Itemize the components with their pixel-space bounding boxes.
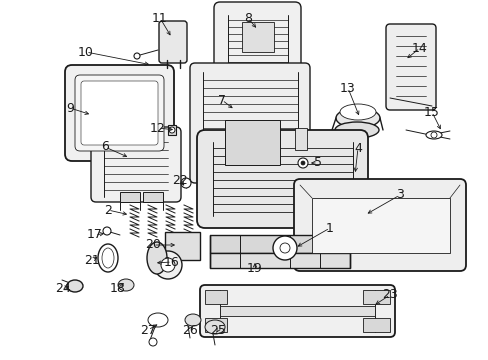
FancyBboxPatch shape — [197, 130, 367, 228]
FancyBboxPatch shape — [385, 24, 435, 110]
FancyBboxPatch shape — [293, 179, 465, 271]
Text: 27: 27 — [140, 324, 156, 337]
Bar — [204, 290, 226, 304]
Ellipse shape — [98, 244, 118, 272]
Text: 2: 2 — [104, 203, 112, 216]
Text: 24: 24 — [55, 282, 71, 294]
FancyBboxPatch shape — [190, 63, 309, 183]
Bar — [362, 318, 389, 332]
FancyBboxPatch shape — [159, 21, 186, 63]
Text: 26: 26 — [182, 324, 198, 337]
Text: 21: 21 — [84, 253, 100, 266]
Circle shape — [181, 178, 191, 188]
FancyBboxPatch shape — [81, 81, 158, 145]
Circle shape — [161, 258, 175, 272]
Bar — [362, 290, 389, 304]
Circle shape — [272, 236, 296, 260]
Text: 4: 4 — [353, 141, 361, 154]
Text: 22: 22 — [172, 174, 187, 186]
Ellipse shape — [67, 280, 83, 292]
Ellipse shape — [102, 248, 114, 268]
Text: 25: 25 — [210, 324, 225, 337]
Text: 17: 17 — [87, 229, 103, 242]
Bar — [242, 22, 273, 52]
Ellipse shape — [147, 242, 167, 274]
Circle shape — [169, 127, 175, 133]
Text: 15: 15 — [423, 105, 439, 118]
FancyBboxPatch shape — [200, 285, 394, 337]
Ellipse shape — [204, 320, 224, 334]
Text: 10: 10 — [78, 45, 94, 58]
Bar — [220, 306, 374, 316]
FancyBboxPatch shape — [91, 127, 181, 202]
Ellipse shape — [339, 104, 375, 120]
Circle shape — [430, 132, 436, 138]
Bar — [168, 125, 176, 135]
Ellipse shape — [148, 313, 168, 327]
Bar — [209, 235, 349, 253]
Circle shape — [297, 158, 307, 168]
Circle shape — [154, 251, 182, 279]
Bar — [294, 128, 306, 150]
Bar — [224, 120, 280, 165]
Circle shape — [103, 227, 111, 235]
Text: 5: 5 — [313, 157, 321, 170]
Ellipse shape — [118, 279, 134, 291]
Text: 6: 6 — [101, 140, 109, 153]
Bar — [142, 192, 163, 202]
FancyBboxPatch shape — [65, 65, 174, 161]
Bar — [209, 253, 349, 268]
Bar — [164, 232, 200, 260]
Circle shape — [280, 243, 289, 253]
Ellipse shape — [184, 314, 201, 326]
Text: 16: 16 — [164, 256, 180, 269]
Bar — [311, 198, 449, 253]
Text: 11: 11 — [152, 12, 167, 24]
FancyBboxPatch shape — [214, 2, 301, 82]
FancyBboxPatch shape — [75, 75, 163, 151]
Bar — [120, 192, 140, 202]
Text: 3: 3 — [395, 189, 403, 202]
Text: 1: 1 — [325, 221, 333, 234]
Text: 8: 8 — [244, 12, 251, 24]
Ellipse shape — [335, 108, 379, 128]
Text: 19: 19 — [246, 261, 263, 274]
Text: 12: 12 — [150, 122, 165, 135]
Text: 18: 18 — [110, 282, 126, 294]
Text: 13: 13 — [340, 81, 355, 94]
Bar — [204, 318, 226, 332]
Text: 23: 23 — [381, 288, 397, 302]
Circle shape — [301, 161, 305, 165]
Text: 9: 9 — [66, 102, 74, 114]
Ellipse shape — [425, 131, 441, 139]
Text: 14: 14 — [411, 41, 427, 54]
Ellipse shape — [334, 122, 378, 138]
Circle shape — [134, 53, 140, 59]
Text: 20: 20 — [145, 238, 161, 252]
Text: 7: 7 — [218, 94, 225, 107]
Circle shape — [149, 338, 157, 346]
